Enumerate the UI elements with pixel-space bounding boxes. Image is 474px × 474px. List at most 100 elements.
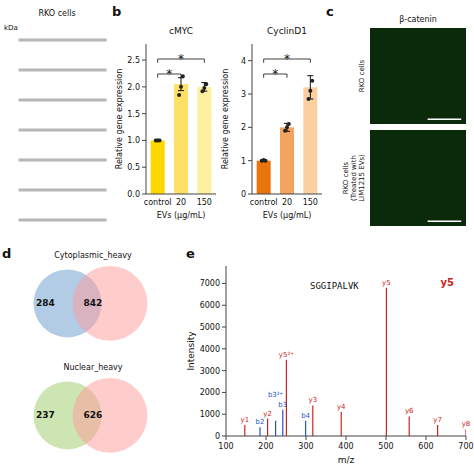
peak-label: y6: [405, 407, 414, 415]
y-tick: [222, 283, 226, 284]
error-bar: [261, 160, 267, 162]
venn-title: Nuclear_heavy: [63, 363, 122, 372]
figure: RKO cellskDabcMYC0.00.51.01.52.02.5contr…: [0, 0, 474, 474]
peak: [267, 419, 268, 436]
y-tick-label: 4: [241, 57, 246, 66]
y-tick: [142, 60, 146, 61]
bar: [151, 140, 165, 194]
y-tick: [222, 348, 226, 349]
peak: [437, 425, 438, 436]
dot: [204, 82, 208, 86]
venn-count: 626: [84, 410, 103, 420]
dot: [264, 159, 268, 163]
micrograph: [370, 28, 466, 124]
significance-label: *: [166, 67, 172, 81]
x-tick: [226, 436, 227, 440]
x-tick-label: 200: [258, 442, 273, 451]
y-tick-label: 0.0: [127, 190, 140, 199]
y-axis-label: Relative gene expression: [221, 69, 230, 170]
y-tick: [222, 414, 226, 415]
peak: [282, 410, 283, 436]
x-axis: [146, 194, 216, 195]
y-tick-label: 3000: [200, 367, 220, 376]
y-tick-label: 3: [241, 90, 246, 99]
peak-label: b4: [301, 412, 310, 420]
peak-label: b3: [278, 401, 287, 409]
x-tick: [266, 436, 267, 440]
y-tick-label: 0: [241, 190, 246, 199]
y-tick: [248, 60, 252, 61]
dot: [306, 97, 310, 101]
peak-label: y8: [462, 420, 471, 428]
dot: [202, 86, 206, 90]
y-tick-label: 2: [241, 123, 246, 132]
scale-bar: [428, 220, 462, 222]
dot: [310, 79, 314, 83]
error-bar: [178, 78, 184, 91]
y-tick-label: 1: [241, 157, 246, 166]
y-tick: [222, 327, 226, 328]
y-tick-label: 2.5: [127, 56, 140, 65]
dot: [287, 122, 291, 126]
panel-label: c: [326, 4, 334, 19]
bar: [280, 127, 294, 194]
y-tick: [222, 305, 226, 306]
y-tick: [222, 392, 226, 393]
x-tick-label: 100: [218, 442, 233, 451]
y-axis: [252, 44, 253, 194]
blot-band: [19, 69, 107, 72]
peak-label: y5²⁺: [279, 351, 294, 359]
micrograph: [370, 130, 466, 226]
venn-circle: [73, 266, 148, 341]
y-tick-label: 2.0: [127, 83, 140, 92]
y-tick: [222, 370, 226, 371]
x-tick-label: 20: [282, 198, 292, 207]
peak-label: y4: [337, 403, 346, 411]
blot-title: RKO cells: [38, 9, 75, 18]
venn-title: Cytoplasmic_heavy: [54, 251, 132, 260]
bar: [197, 87, 211, 194]
dot: [179, 85, 183, 89]
x-axis-label: EVs (μg/mL): [263, 211, 312, 220]
significance-label: *: [284, 52, 290, 66]
peak: [341, 412, 342, 436]
significance-label: *: [272, 67, 278, 81]
x-tick-label: 700: [458, 442, 473, 451]
blot-annotation: kDa: [4, 24, 18, 32]
row-label-line: (Treated with: [350, 155, 358, 201]
y-tick: [248, 127, 252, 128]
x-tick: [306, 436, 307, 440]
dot: [308, 89, 312, 93]
peak: [312, 405, 313, 436]
venn-count: 842: [84, 298, 103, 308]
x-axis: [252, 194, 322, 195]
y-axis-label: Relative gene expression: [115, 69, 124, 170]
panel-label: b: [112, 4, 121, 19]
y-tick-label: 1.0: [127, 136, 140, 145]
peak-label: b3²⁺: [268, 391, 284, 399]
blot-band: [19, 99, 107, 102]
dot: [177, 93, 181, 97]
scale-bar: [428, 118, 462, 120]
peak-label: y2: [263, 410, 272, 418]
x-tick-label: 150: [303, 198, 318, 207]
peak: [386, 288, 387, 436]
row-label-line: RKO cells: [342, 161, 350, 194]
y-tick-label: 0.5: [127, 163, 140, 172]
peak-label: y1: [240, 416, 249, 424]
x-axis-label: m/z: [338, 455, 355, 465]
chart-title: cMYC: [169, 26, 193, 36]
y-tick-label: 1.5: [127, 110, 140, 119]
chart-title: CyclinD1: [267, 26, 307, 36]
blot-band: [19, 129, 107, 132]
x-tick-label: 20: [176, 198, 186, 207]
y-tick-label: 5000: [200, 323, 220, 332]
x-tick-label: 600: [418, 442, 433, 451]
peak: [409, 416, 410, 436]
venn-circle: [73, 378, 148, 453]
x-axis-label: EVs (μg/mL): [157, 211, 206, 220]
panel-label: d: [2, 246, 11, 261]
error-bar: [307, 76, 313, 99]
x-tick-label: 150: [197, 198, 212, 207]
plot-area: [151, 74, 212, 194]
